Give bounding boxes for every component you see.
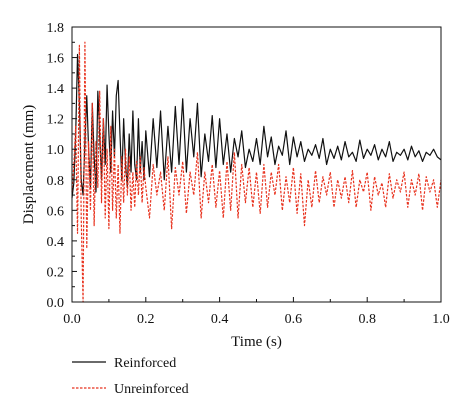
y-tick-label: 1.0 xyxy=(47,143,65,158)
x-tick-label: 0.8 xyxy=(358,312,376,327)
y-tick-label: 1.4 xyxy=(47,82,65,97)
x-axis-title: Time (s) xyxy=(231,334,282,350)
y-tick-label: 1.8 xyxy=(47,21,65,36)
x-tick-label: 0.6 xyxy=(285,312,303,327)
y-tick-label: 0.0 xyxy=(47,296,65,311)
series-line-unreinforced xyxy=(71,41,442,303)
y-axis: 0.0 0.2 0.4 0.6 0.8 1.0 1.2 1.4 1.6 1.8 xyxy=(47,21,77,311)
x-tick-label: 0.4 xyxy=(211,312,229,327)
series-layer xyxy=(71,41,442,303)
y-tick-label: 0.4 xyxy=(47,235,65,250)
y-tick-label: 1.6 xyxy=(47,52,65,67)
x-tick-label: 0.0 xyxy=(63,312,81,327)
x-axis: 0.0 0.2 0.4 0.6 0.8 1.0 xyxy=(63,297,450,327)
legend: Reinforced Unreinforced xyxy=(72,356,189,397)
y-tick-label: 0.6 xyxy=(47,204,65,219)
y-axis-title: Displacement (mm) xyxy=(21,105,37,225)
y-tick-label: 0.8 xyxy=(47,174,65,189)
legend-label-reinforced: Reinforced xyxy=(114,356,176,371)
legend-label-unreinforced: Unreinforced xyxy=(114,382,189,397)
series-line-reinforced xyxy=(71,53,442,199)
x-tick-label: 1.0 xyxy=(432,312,450,327)
x-tick-label: 0.2 xyxy=(137,312,155,327)
y-tick-label: 0.2 xyxy=(47,265,65,280)
y-tick-label: 1.2 xyxy=(47,113,65,128)
